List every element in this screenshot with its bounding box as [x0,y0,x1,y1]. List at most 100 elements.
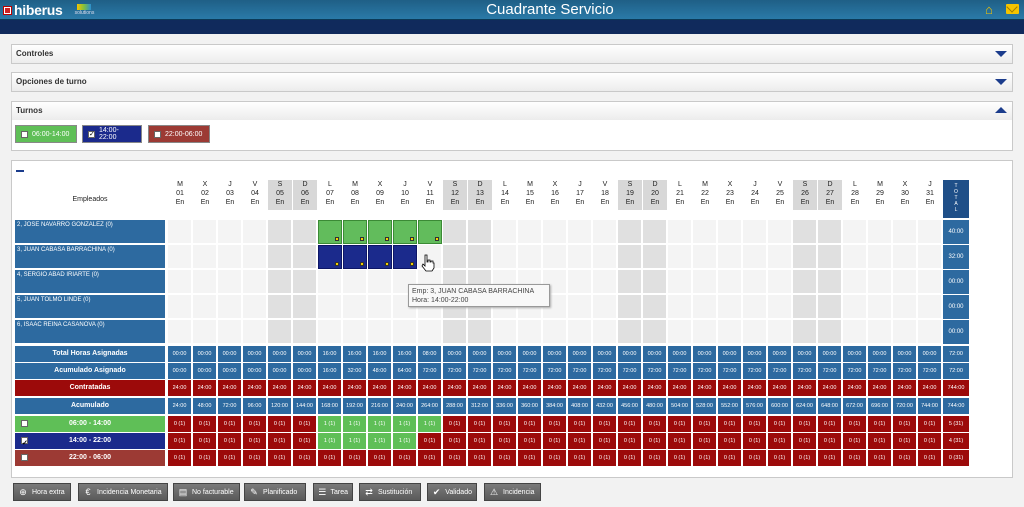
schedule-cell[interactable] [568,220,592,244]
schedule-cell[interactable] [918,295,942,319]
assignment-marker-icon[interactable] [360,237,364,241]
schedule-cell[interactable] [268,295,292,319]
schedule-cell[interactable] [693,220,717,244]
schedule-cell[interactable] [768,245,792,269]
schedule-cell[interactable] [368,320,392,344]
schedule-cell[interactable] [893,270,917,294]
schedule-cell[interactable] [743,245,767,269]
schedule-cell[interactable] [818,220,842,244]
schedule-cell[interactable] [368,220,392,244]
schedule-cell[interactable] [168,245,192,269]
schedule-cell[interactable] [793,245,817,269]
schedule-cell[interactable] [793,270,817,294]
schedule-cell[interactable] [893,295,917,319]
schedule-cell[interactable] [693,295,717,319]
schedule-cell[interactable] [618,220,642,244]
schedule-cell[interactable] [543,220,567,244]
schedule-cell[interactable] [593,295,617,319]
schedule-cell[interactable] [493,245,517,269]
schedule-cell[interactable] [643,270,667,294]
schedule-cell[interactable] [218,220,242,244]
schedule-cell[interactable] [868,220,892,244]
shift-row-checkbox[interactable] [21,420,28,427]
schedule-cell[interactable] [818,295,842,319]
schedule-cell[interactable] [743,295,767,319]
panel-controles[interactable]: Controles [11,44,1013,64]
schedule-cell[interactable] [393,245,417,269]
schedule-cell[interactable] [768,270,792,294]
schedule-cell[interactable] [568,295,592,319]
employee-row-label[interactable]: 4, SERGIO ABAD IRIARTE (0) [15,270,165,294]
action-button-planificado[interactable]: ✎ Planificado [244,483,306,501]
shift-row-label[interactable]: 22:00 - 06:00 [15,450,165,466]
schedule-cell[interactable] [568,320,592,344]
collapse-icon[interactable] [16,170,24,172]
schedule-cell[interactable] [668,245,692,269]
schedule-cell[interactable] [293,245,317,269]
schedule-cell[interactable] [893,220,917,244]
schedule-cell[interactable] [368,270,392,294]
assignment-marker-icon[interactable] [385,262,389,266]
employee-row-label[interactable]: 6, ISAAC REINA CASANOVA (0) [15,320,165,344]
schedule-cell[interactable] [593,320,617,344]
assignment-marker-icon[interactable] [360,262,364,266]
schedule-cell[interactable] [168,220,192,244]
schedule-cell[interactable] [843,320,867,344]
schedule-cell[interactable] [243,270,267,294]
schedule-cell[interactable] [443,220,467,244]
schedule-cell[interactable] [918,270,942,294]
schedule-cell[interactable] [493,220,517,244]
schedule-cell[interactable] [168,320,192,344]
schedule-cell[interactable] [318,220,342,244]
schedule-cell[interactable] [243,245,267,269]
schedule-cell[interactable] [443,245,467,269]
schedule-cell[interactable] [618,270,642,294]
schedule-cell[interactable] [593,270,617,294]
shift-row-checkbox[interactable] [21,454,28,461]
schedule-cell[interactable] [768,295,792,319]
panel-controles-header[interactable]: Controles [12,45,1012,63]
assignment-marker-icon[interactable] [335,237,339,241]
schedule-cell[interactable] [293,270,317,294]
schedule-cell[interactable] [243,220,267,244]
schedule-cell[interactable] [518,320,542,344]
schedule-cell[interactable] [243,320,267,344]
employee-row-label[interactable]: 5, JUAN TOLMO LINDE (0) [15,295,165,319]
home-icon[interactable]: ⌂ [985,2,993,17]
shift-checkbox[interactable] [154,130,161,138]
action-button-validado[interactable]: ✔ Validado [427,483,477,501]
panel-opciones[interactable]: Opciones de turno [11,72,1013,92]
action-button-sustituci-n[interactable]: ⇄ Sustitución [359,483,421,501]
schedule-cell[interactable] [593,220,617,244]
schedule-cell[interactable] [843,295,867,319]
schedule-cell[interactable] [643,295,667,319]
assignment-marker-icon[interactable] [435,237,439,241]
shift-row-checkbox[interactable] [21,436,28,452]
schedule-cell[interactable] [693,320,717,344]
action-button-hora-extra[interactable]: ⊕ Hora extra [13,483,71,501]
schedule-cell[interactable] [443,320,467,344]
shift-row-label[interactable]: 06:00 - 14:00 [15,416,165,432]
shift-filter-button[interactable]: 22:00-06:00 [148,125,210,143]
schedule-cell[interactable] [893,320,917,344]
schedule-cell[interactable] [718,295,742,319]
panel-turnos-header[interactable]: Turnos [12,102,1012,120]
schedule-cell[interactable] [218,295,242,319]
schedule-cell[interactable] [368,295,392,319]
schedule-cell[interactable] [518,245,542,269]
schedule-cell[interactable] [818,320,842,344]
schedule-cell[interactable] [343,320,367,344]
chevron-up-icon[interactable] [995,107,1007,113]
schedule-cell[interactable] [343,295,367,319]
schedule-cell[interactable] [693,270,717,294]
schedule-cell[interactable] [893,245,917,269]
schedule-cell[interactable] [493,320,517,344]
schedule-cell[interactable] [618,320,642,344]
schedule-cell[interactable] [418,320,442,344]
schedule-cell[interactable] [518,220,542,244]
employee-row-label[interactable]: 2, JOSE NAVARRO GONZALEZ (0) [15,220,165,244]
schedule-cell[interactable] [868,270,892,294]
schedule-cell[interactable] [243,295,267,319]
employee-row-label[interactable]: 3, JUAN CABASA BARRACHINA (0) [15,245,165,269]
schedule-cell[interactable] [868,320,892,344]
